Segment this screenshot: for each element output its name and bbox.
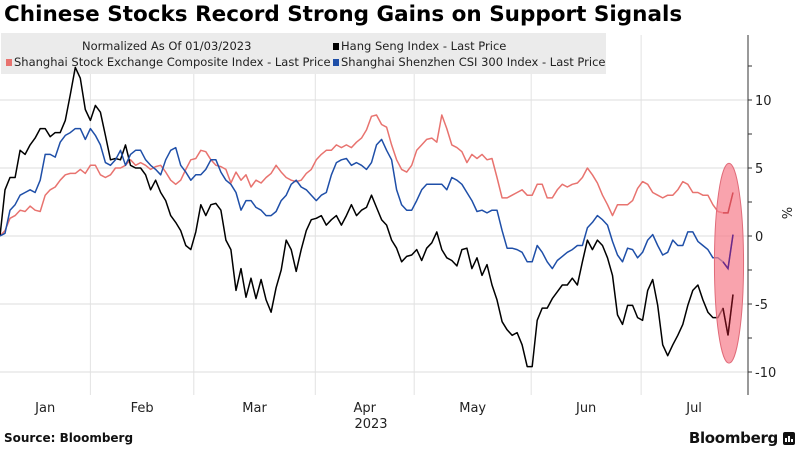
x-tick-label: Jun xyxy=(575,401,596,416)
x-tick-label: Jul xyxy=(685,401,702,416)
x-tick-label: Feb xyxy=(131,401,154,416)
y-tick-label: -10 xyxy=(755,366,776,381)
legend-label-shanghai-composite: Shanghai Stock Exchange Composite Index … xyxy=(14,55,331,69)
legend-swatch-hang-seng xyxy=(333,43,339,50)
series-lines xyxy=(0,66,734,368)
legend-swatch-shanghai-composite xyxy=(6,59,12,66)
series-end-segment-2 xyxy=(722,234,734,271)
x-axis-labels: Jan Feb Mar Apr May Jun Jul xyxy=(34,401,702,416)
y-axis: 10 5 0 -5 -10 xyxy=(747,35,776,395)
x-axis-year-label: 2023 xyxy=(354,417,387,432)
x-tick-label: Apr xyxy=(353,401,376,416)
y-tick-label: -5 xyxy=(755,298,768,313)
x-tick-label: Mar xyxy=(242,401,267,416)
legend-note: Normalized As Of 01/03/2023 xyxy=(82,39,251,53)
y-axis-label: % xyxy=(778,207,793,219)
legend: Normalized As Of 01/03/2023 Shanghai Sto… xyxy=(1,33,606,74)
chart-title: Chinese Stocks Record Strong Gains on Su… xyxy=(4,2,683,27)
legend-label-hang-seng: Hang Seng Index - Last Price xyxy=(341,39,506,53)
y-tick-label: 0 xyxy=(755,230,763,245)
bloomberg-logo-text: Bloomberg xyxy=(688,429,778,447)
legend-label-csi-300: Shanghai Shenzhen CSI 300 Index - Last P… xyxy=(341,55,605,69)
series-line-1 xyxy=(0,66,734,368)
series-end-segment-1 xyxy=(722,294,734,336)
x-tick-label: May xyxy=(459,401,486,416)
y-tick-label: 5 xyxy=(755,162,763,177)
legend-swatch-csi-300 xyxy=(333,59,339,66)
source-note: Source: Bloomberg xyxy=(4,431,134,445)
bloomberg-logo-icon xyxy=(783,432,795,445)
series-line-2 xyxy=(0,127,734,270)
y-tick-label: 10 xyxy=(755,94,772,109)
series-end-segment-0 xyxy=(723,192,734,214)
gridlines xyxy=(0,35,748,395)
legend-background xyxy=(1,33,606,74)
series-line-0 xyxy=(0,114,734,237)
x-tick-label: Jan xyxy=(34,401,55,416)
